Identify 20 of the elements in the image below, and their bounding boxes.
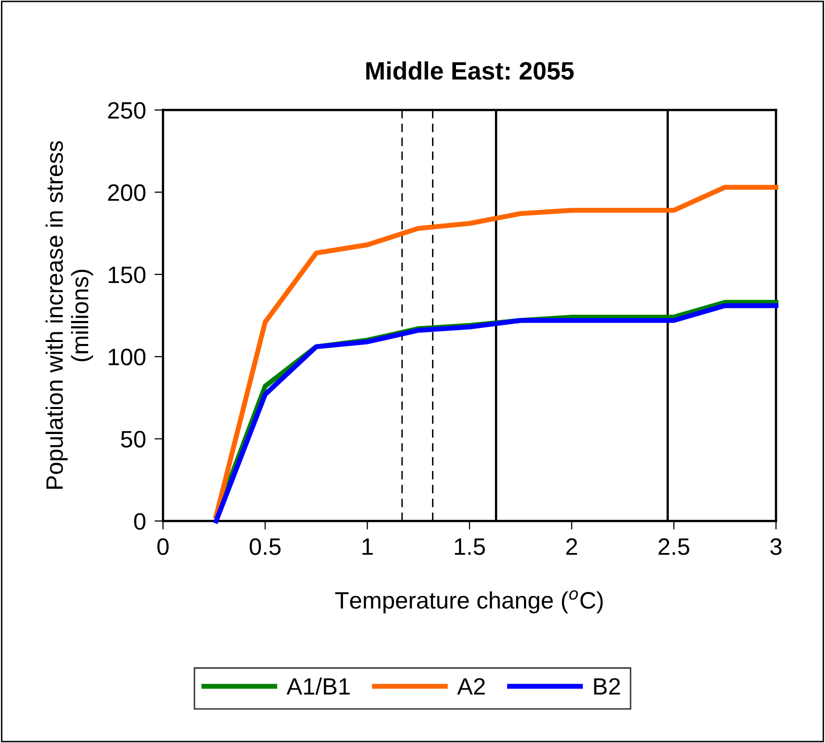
- legend-label: A1/B1: [286, 677, 350, 695]
- x-tick-label: 0.5: [250, 538, 281, 556]
- x-tick-label: 1.5: [454, 538, 485, 556]
- x-tick-label: 2.5: [658, 538, 690, 556]
- y-tick-label: 100: [108, 348, 146, 366]
- y-axis-title: Population with increase in stress (millions): [46, 141, 94, 489]
- x-axis-title: Temperature change ($^{o}$C): [335, 590, 603, 614]
- legend-label: B2: [594, 678, 620, 695]
- y-tick-label: 0: [134, 513, 146, 530]
- chart-title: Middle East: 2055: [366, 61, 574, 80]
- y-tick-label: 50: [121, 430, 146, 448]
- y-tick-label: 250: [108, 102, 146, 119]
- line-series: [214, 184, 778, 518]
- legend-label: A2: [457, 678, 485, 695]
- x-tick-label: 3: [770, 538, 782, 556]
- x-tick-label: 1: [362, 538, 373, 555]
- x-tick-label: 2: [566, 538, 578, 555]
- x-tick-label: 0: [157, 538, 169, 556]
- y-tick-label: 200: [108, 184, 146, 201]
- y-tick-label: 150: [108, 266, 146, 284]
